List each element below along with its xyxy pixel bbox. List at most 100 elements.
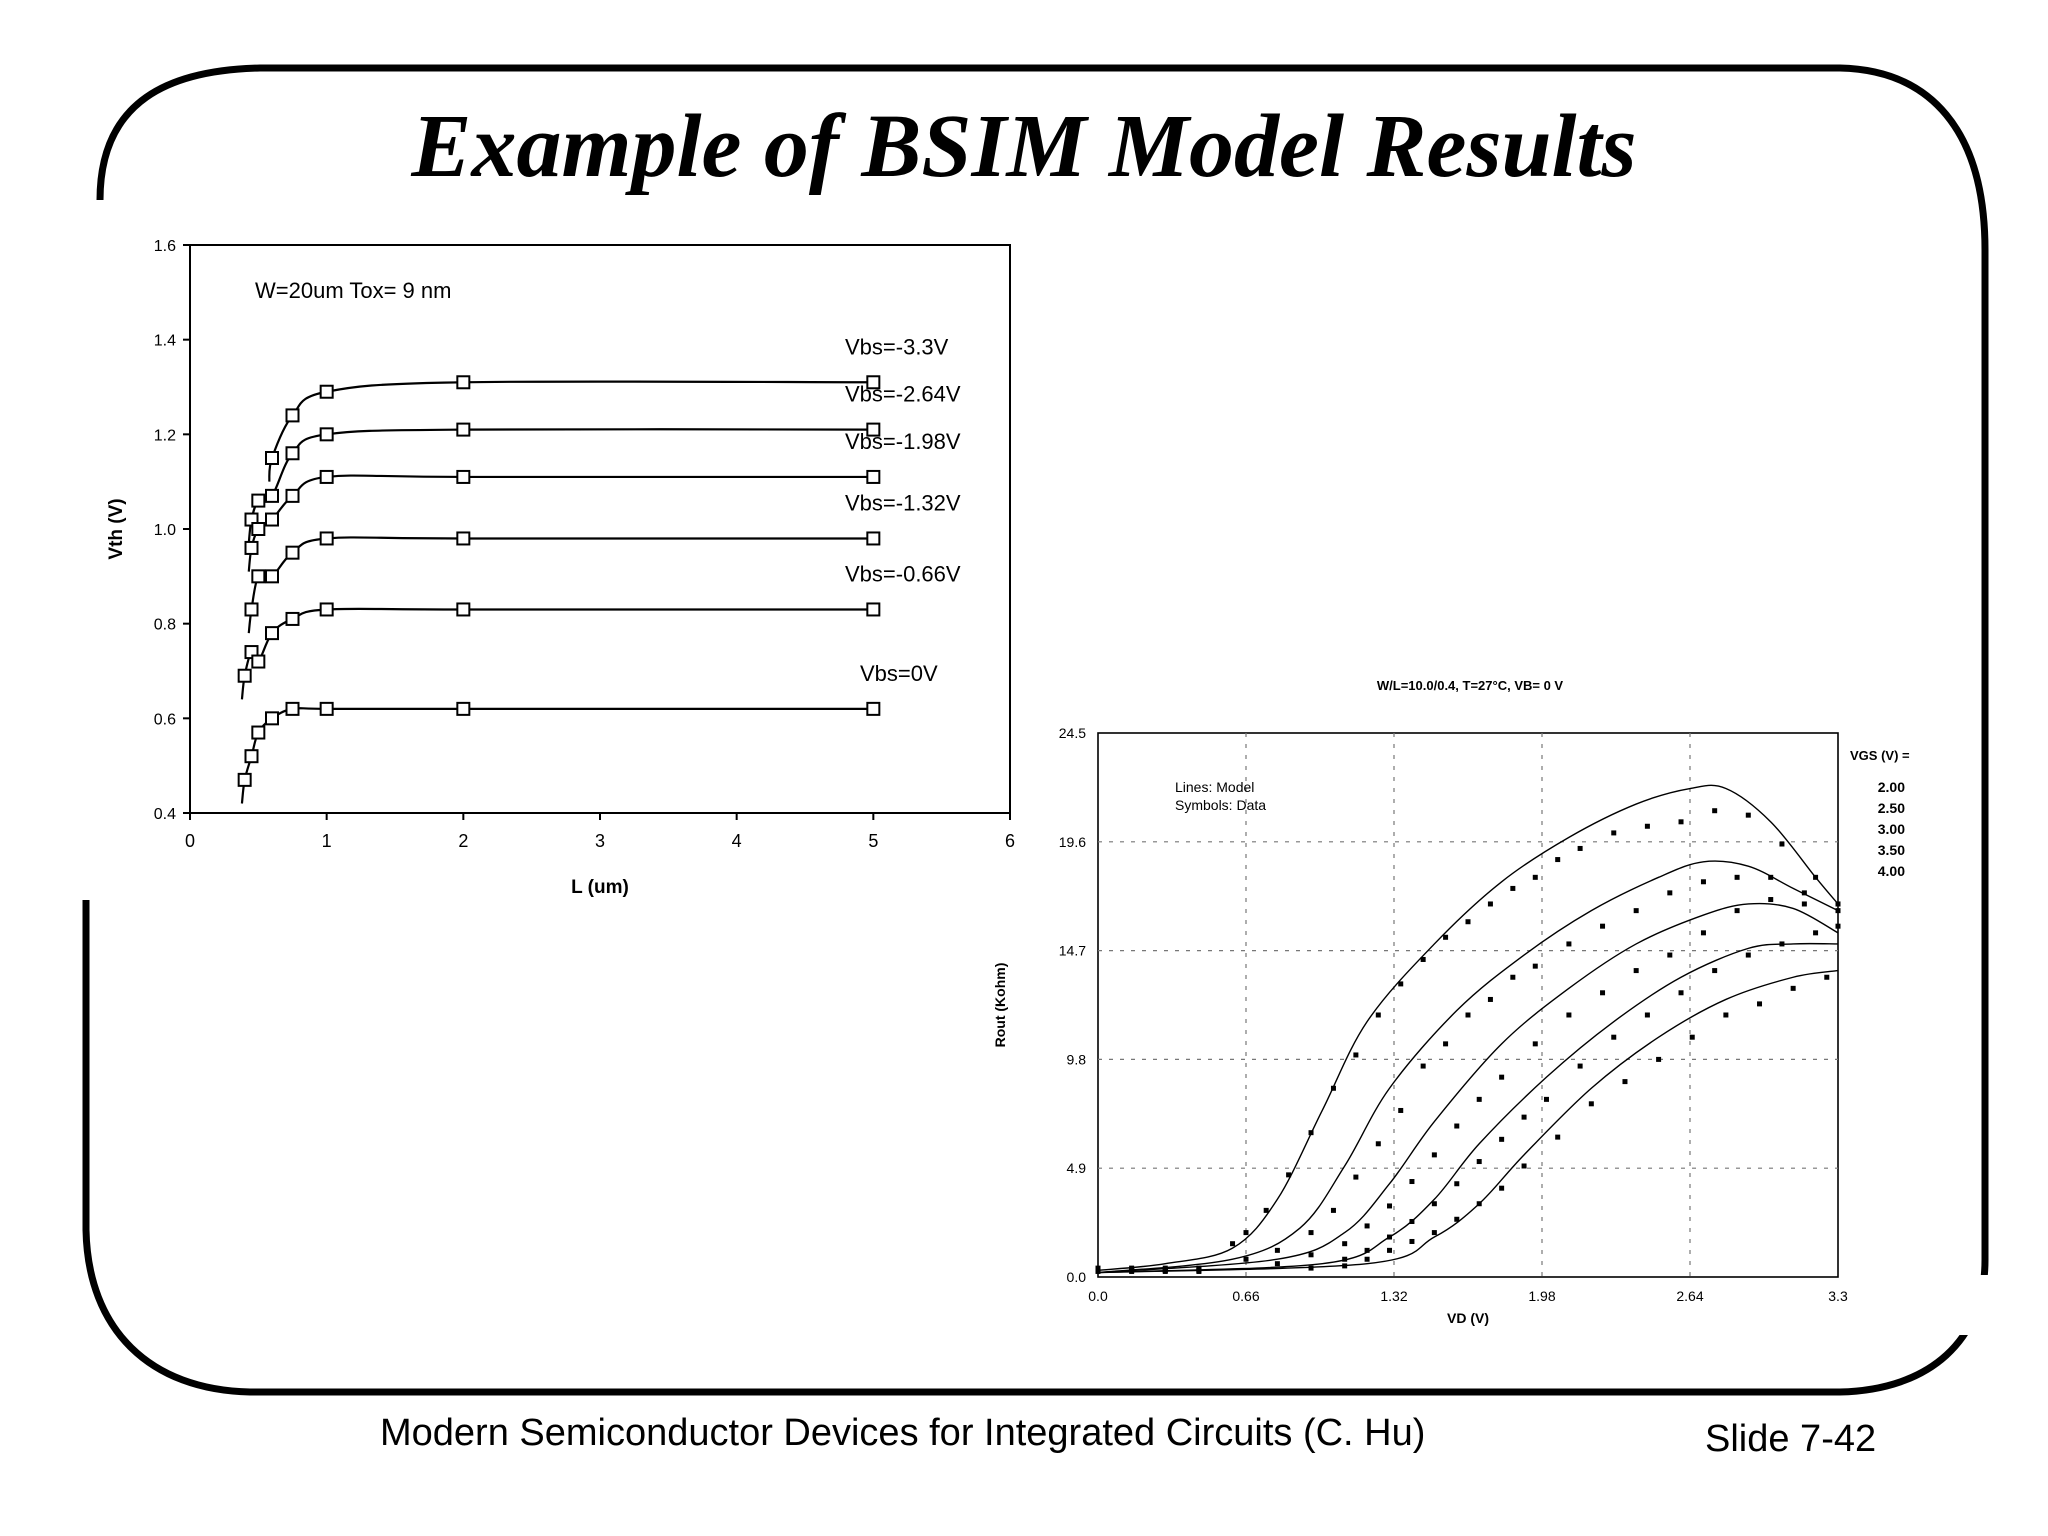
data-marker [319,531,334,546]
data-marker [285,545,300,560]
y-tick-label: 24.5 [1059,725,1086,741]
data-point [1510,974,1516,980]
data-point [1633,968,1639,974]
data-point [1779,841,1785,847]
data-point [1330,1085,1336,1091]
data-point [1510,885,1516,891]
data-point [1476,1201,1482,1207]
data-marker [251,654,266,669]
data-marker [319,384,334,399]
data-point [1499,1074,1505,1080]
data-point [1230,1241,1236,1247]
vth-chart: 0 1 2 3 4 5 6 0.4 0.6 0.8 1.0 1.2 1.4 1.6 L (um) Vth (V… [106,238,1015,898]
data-point [1532,963,1538,969]
y-tick-label: 14.7 [1059,943,1086,959]
data-point [1454,1216,1460,1222]
data-marker [319,469,334,484]
data-marker [244,602,259,617]
y-tick-label: 9.8 [1067,1051,1087,1067]
data-point [1196,1265,1202,1271]
data-point [1454,1181,1460,1187]
data-marker [866,375,881,390]
y-tick-label: 0.4 [154,806,176,823]
data-point [1487,901,1493,907]
data-point [1790,985,1796,991]
model-line [1097,860,1839,1274]
footer-text: Modern Semiconductor Devices for Integra… [380,1412,1426,1454]
y-tick-label: 1.6 [154,238,176,255]
y-tick-label: 0.0 [1067,1269,1087,1285]
data-marker [251,569,266,584]
legend-entry: 2.00 [1878,779,1905,795]
data-point [1308,1265,1314,1271]
data-point [1243,1256,1249,1262]
data-point [1274,1261,1280,1267]
data-point [1387,1247,1393,1253]
x-tick-label: 4 [732,831,742,851]
data-marker [285,446,300,461]
x-tick-label: 3.3 [1828,1288,1848,1304]
data-point [1398,1107,1404,1113]
data-marker [285,408,300,423]
data-point [1532,1041,1538,1047]
data-point [1364,1223,1370,1229]
series-line [247,474,874,572]
y-tick-label: 4.9 [1067,1160,1087,1176]
slide-border [82,64,1989,1396]
data-point [1611,830,1617,836]
series-label: Vbs=-0.66V [845,561,961,586]
data-point [1835,923,1841,929]
data-point [1308,1130,1314,1136]
data-point [1521,1163,1527,1169]
data-point [1644,823,1650,829]
slide-number: Slide 7-42 [1705,1418,1877,1460]
x-axis-label: L (um) [571,877,629,898]
model-line [1097,942,1839,1274]
data-marker [319,602,334,617]
legend-entry: 3.50 [1878,842,1905,858]
y-axis-label: Vth (V) [106,498,127,559]
data-point [1801,890,1807,896]
data-point [1611,1034,1617,1040]
data-point [1353,1052,1359,1058]
data-point [1532,874,1538,880]
x-tick-label: 0.66 [1232,1288,1259,1304]
data-point [1375,1141,1381,1147]
data-marker [285,611,300,626]
data-point [1678,990,1684,996]
data-point [1555,857,1561,863]
x-tick-label: 1 [322,831,332,851]
data-point [1420,1063,1426,1069]
data-marker [456,469,471,484]
series-label: Vbs=-3.3V [845,334,949,359]
data-point [1734,908,1740,914]
data-point [1342,1241,1348,1247]
data-marker [265,451,279,465]
x-tick-label: 5 [868,831,878,851]
data-point [1813,874,1819,880]
data-marker [319,701,334,716]
data-point [1409,1238,1415,1244]
data-marker [456,602,471,617]
data-point [1476,1096,1482,1102]
data-point [1555,1134,1561,1140]
x-tick-label: 0 [185,831,195,851]
data-marker [244,749,259,764]
data-point [1330,1207,1336,1213]
data-point [1700,930,1706,936]
data-point [1162,1265,1168,1271]
data-point [1499,1136,1505,1142]
series-label: Vbs=0V [860,661,938,686]
data-point [1667,890,1673,896]
data-point [1342,1256,1348,1262]
data-point [1387,1234,1393,1240]
x-tick-label: 2 [458,831,468,851]
data-point [1409,1218,1415,1224]
series-line [240,607,874,700]
data-point [1543,1096,1549,1102]
data-point [1656,1056,1662,1062]
data-marker [265,569,279,584]
data-point [1667,952,1673,958]
data-marker [456,701,471,716]
